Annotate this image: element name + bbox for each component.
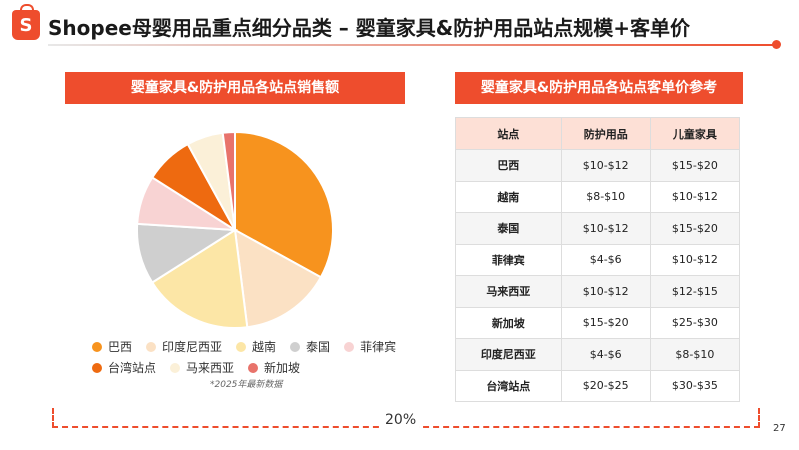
- protection-price-cell: $10-$12: [560, 149, 651, 182]
- table-row: 巴西 $10-$12 $15-$20: [455, 149, 741, 182]
- furniture-price-cell: $15-$20: [649, 149, 741, 182]
- protection-price-cell: $10-$12: [560, 212, 651, 245]
- pie-slice: [221, 130, 236, 231]
- protection-price-cell: $15-$20: [560, 306, 651, 339]
- legend-label: 新加坡: [264, 361, 301, 375]
- column-header-furniture: 儿童家具: [649, 117, 741, 150]
- furniture-price-cell: $8-$10: [649, 338, 741, 371]
- legend-swatch: [92, 362, 102, 373]
- legend-label: 泰国: [306, 340, 331, 354]
- table-row: 印度尼西亚 $4-$6 $8-$10: [455, 338, 741, 371]
- legend-label: 菲律宾: [360, 340, 397, 354]
- table-row: 台湾站点 $20-$25 $30-$35: [455, 369, 741, 402]
- pie-svg: [136, 130, 334, 329]
- site-cell: 马来西亚: [455, 275, 562, 308]
- protection-price-cell: $4-$6: [560, 338, 651, 371]
- pie-legend: 巴西 印度尼西亚 越南 泰国 菲律宾台湾站点 马来西亚 新加坡: [92, 338, 412, 376]
- furniture-price-cell: $10-$12: [649, 243, 741, 276]
- protection-price-cell: $20-$25: [560, 369, 651, 402]
- site-cell: 菲律宾: [455, 243, 562, 276]
- price-table: 站点 防护用品 儿童家具 巴西 $10-$12 $15-$20 越南 $8-$10 $10…: [455, 117, 741, 402]
- page-number: 27: [773, 423, 786, 434]
- sales-chart-banner: 婴童家具&防护用品各站点销售额: [65, 72, 405, 104]
- table-row: 越南 $8-$10 $10-$12: [455, 180, 741, 213]
- furniture-price-cell: $30-$35: [649, 369, 741, 402]
- furniture-price-cell: $10-$12: [649, 180, 741, 213]
- table-row: 马来西亚 $10-$12 $12-$15: [455, 275, 741, 308]
- site-cell: 新加坡: [455, 306, 562, 339]
- site-cell: 越南: [455, 180, 562, 213]
- data-note: *2025年最新数据: [210, 380, 283, 390]
- pie-slice: [150, 228, 249, 329]
- bottom-percentage: 20%: [382, 412, 420, 428]
- title-underline-dot: [772, 40, 781, 49]
- table-header-row: 站点 防护用品 儿童家具: [455, 117, 741, 150]
- legend-swatch: [290, 341, 301, 352]
- legend-swatch: [146, 341, 157, 352]
- column-header-protection: 防护用品: [560, 117, 651, 150]
- title-underline: [48, 44, 778, 46]
- legend-item: 泰国: [290, 338, 330, 355]
- site-cell: 印度尼西亚: [455, 338, 562, 371]
- table-row: 新加坡 $15-$20 $25-$30: [455, 306, 741, 339]
- legend-swatch: [236, 341, 247, 352]
- furniture-price-cell: $15-$20: [649, 212, 741, 245]
- protection-price-cell: $4-$6: [560, 243, 651, 276]
- legend-label: 马来西亚: [186, 361, 235, 375]
- legend-label: 台湾站点: [108, 361, 157, 375]
- legend-item: 越南: [236, 338, 276, 355]
- legend-label: 印度尼西亚: [162, 340, 223, 354]
- site-cell: 泰国: [455, 212, 562, 245]
- pie-slice: [234, 130, 334, 279]
- pie-slice: [233, 228, 323, 329]
- table-row: 泰国 $10-$12 $15-$20: [455, 212, 741, 245]
- legend-item: 马来西亚: [170, 359, 234, 376]
- site-cell: 巴西: [455, 149, 562, 182]
- shopee-logo: S: [12, 4, 40, 40]
- legend-item: 印度尼西亚: [146, 338, 222, 355]
- protection-price-cell: $10-$12: [560, 275, 651, 308]
- logo-letter: S: [19, 14, 33, 36]
- sales-pie-chart: [135, 130, 335, 330]
- legend-item: 台湾站点: [92, 359, 156, 376]
- legend-swatch: [170, 362, 181, 373]
- protection-price-cell: $8-$10: [560, 180, 651, 213]
- legend-label: 越南: [252, 340, 277, 354]
- legend-swatch: [248, 362, 259, 373]
- price-table-banner: 婴童家具&防护用品各站点客单价参考: [455, 72, 743, 104]
- site-cell: 台湾站点: [455, 369, 562, 402]
- furniture-price-cell: $12-$15: [649, 275, 741, 308]
- legend-item: 巴西: [92, 338, 132, 355]
- column-header-site: 站点: [455, 117, 562, 150]
- legend-item: 菲律宾: [344, 338, 396, 355]
- table-row: 菲律宾 $4-$6 $10-$12: [455, 243, 741, 276]
- legend-item: 新加坡: [248, 359, 300, 376]
- legend-swatch: [92, 341, 102, 352]
- legend-label: 巴西: [108, 340, 133, 354]
- page-title: Shopee母婴用品重点细分品类 – 婴童家具&防护用品站点规模+客单价: [48, 16, 690, 40]
- furniture-price-cell: $25-$30: [649, 306, 741, 339]
- legend-swatch: [344, 341, 355, 352]
